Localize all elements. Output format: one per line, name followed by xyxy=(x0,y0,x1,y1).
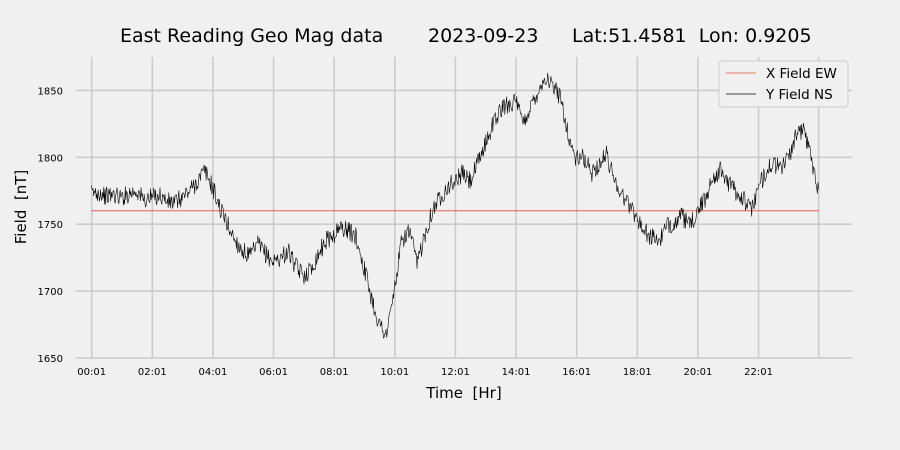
x-tick-label-0001: 00:01 xyxy=(77,367,106,378)
legend-label-x-field: X Field EW xyxy=(766,66,837,82)
legend: X Field EW Y Field NS xyxy=(718,60,849,108)
x-tick-label-2201: 22:01 xyxy=(744,367,773,378)
title-location: Lat:51.4581 Lon: 0.9205 xyxy=(572,25,812,47)
x-tick-label-0201: 02:01 xyxy=(138,367,167,378)
legend-box xyxy=(718,60,849,108)
x-tick-label-1601: 16:01 xyxy=(562,367,591,378)
x-tick-label-2001: 20:01 xyxy=(684,367,713,378)
y-tick-label-1850: 1850 xyxy=(38,86,63,97)
title-date: 2023-09-23 xyxy=(428,25,538,47)
y-tick-label-1700: 1700 xyxy=(38,287,63,298)
series-layer xyxy=(90,72,819,339)
x-tick-label-1201: 12:01 xyxy=(441,367,470,378)
x-tick-label-0801: 08:01 xyxy=(320,367,349,378)
series-line-y-field-ns xyxy=(90,72,819,339)
x-tick-label-0601: 06:01 xyxy=(259,367,288,378)
y-axis-label: Field [nT] xyxy=(12,170,30,245)
y-tick-label-1650: 1650 xyxy=(38,354,63,365)
legend-label-y-field: Y Field NS xyxy=(765,87,833,103)
x-tick-label-1801: 18:01 xyxy=(623,367,652,378)
x-tick-label-1001: 10:01 xyxy=(380,367,409,378)
grid xyxy=(76,57,852,359)
y-tick-labels: 1650 1700 1750 1800 1850 xyxy=(38,86,63,365)
y-tick-label-1750: 1750 xyxy=(38,220,63,231)
x-tick-label-0401: 04:01 xyxy=(199,367,228,378)
x-axis-label: Time [Hr] xyxy=(425,384,501,402)
title-station: East Reading Geo Mag data xyxy=(120,25,383,47)
chart-title: East Reading Geo Mag data 2023-09-23 Lat… xyxy=(120,25,812,47)
y-tick-label-1800: 1800 xyxy=(38,153,63,164)
x-tick-labels: 00:01 02:01 04:01 06:01 08:01 10:01 12:01 14:01… xyxy=(77,367,773,378)
x-tick-label-1401: 14:01 xyxy=(502,367,531,378)
